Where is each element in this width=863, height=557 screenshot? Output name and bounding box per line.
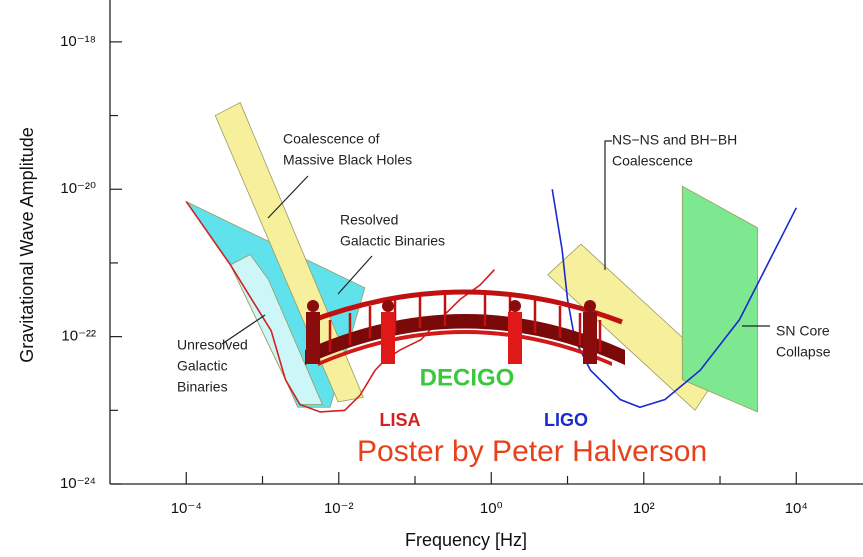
annotation: Unresolved bbox=[177, 337, 248, 353]
series-label: LISA bbox=[379, 410, 420, 430]
annotation: NS−NS and BH−BH bbox=[612, 132, 737, 148]
annotation: Galactic bbox=[177, 358, 228, 374]
bridge-post bbox=[583, 312, 597, 364]
leader-line bbox=[605, 141, 612, 270]
annotation: SN Core bbox=[776, 323, 830, 339]
x-tick-label: 10⁰ bbox=[480, 500, 503, 517]
bridge-post bbox=[381, 312, 395, 364]
decigo-label: DECIGO bbox=[420, 364, 515, 391]
y-tick-label: 10⁻¹⁸ bbox=[60, 33, 96, 50]
annotation: Galactic Binaries bbox=[340, 233, 445, 249]
x-tick-label: 10⁻⁴ bbox=[171, 500, 202, 517]
annotation: Coalescence of bbox=[283, 131, 380, 147]
x-tick-label: 10⁴ bbox=[785, 500, 808, 517]
y-tick-label: 10⁻²⁰ bbox=[60, 180, 96, 197]
series-label: LIGO bbox=[544, 410, 588, 430]
y-tick-label: 10⁻²² bbox=[61, 328, 96, 345]
bridge-knob bbox=[382, 300, 394, 312]
annotation: Collapse bbox=[776, 344, 831, 360]
region bbox=[682, 186, 757, 412]
bridge-post bbox=[508, 312, 522, 364]
annotation: Binaries bbox=[177, 379, 228, 395]
chart: Frequency [Hz] Gravitational Wave Amplit… bbox=[0, 0, 863, 557]
annotation: Coalescence bbox=[612, 153, 693, 169]
annotation: Resolved bbox=[340, 212, 398, 228]
bridge-knob bbox=[307, 300, 319, 312]
y-tick-label: 10⁻²⁴ bbox=[60, 475, 96, 492]
x-tick-label: 10⁻² bbox=[324, 500, 354, 517]
y-axis-label: Gravitational Wave Amplitude bbox=[17, 127, 37, 362]
x-tick-label: 10² bbox=[633, 500, 655, 517]
bridge-knob bbox=[509, 300, 521, 312]
bridge-knob bbox=[584, 300, 596, 312]
x-axis-label: Frequency [Hz] bbox=[405, 530, 527, 550]
credit: Poster by Peter Halverson bbox=[357, 435, 707, 468]
bridge-post bbox=[306, 312, 320, 364]
annotation: Massive Black Holes bbox=[283, 152, 412, 168]
